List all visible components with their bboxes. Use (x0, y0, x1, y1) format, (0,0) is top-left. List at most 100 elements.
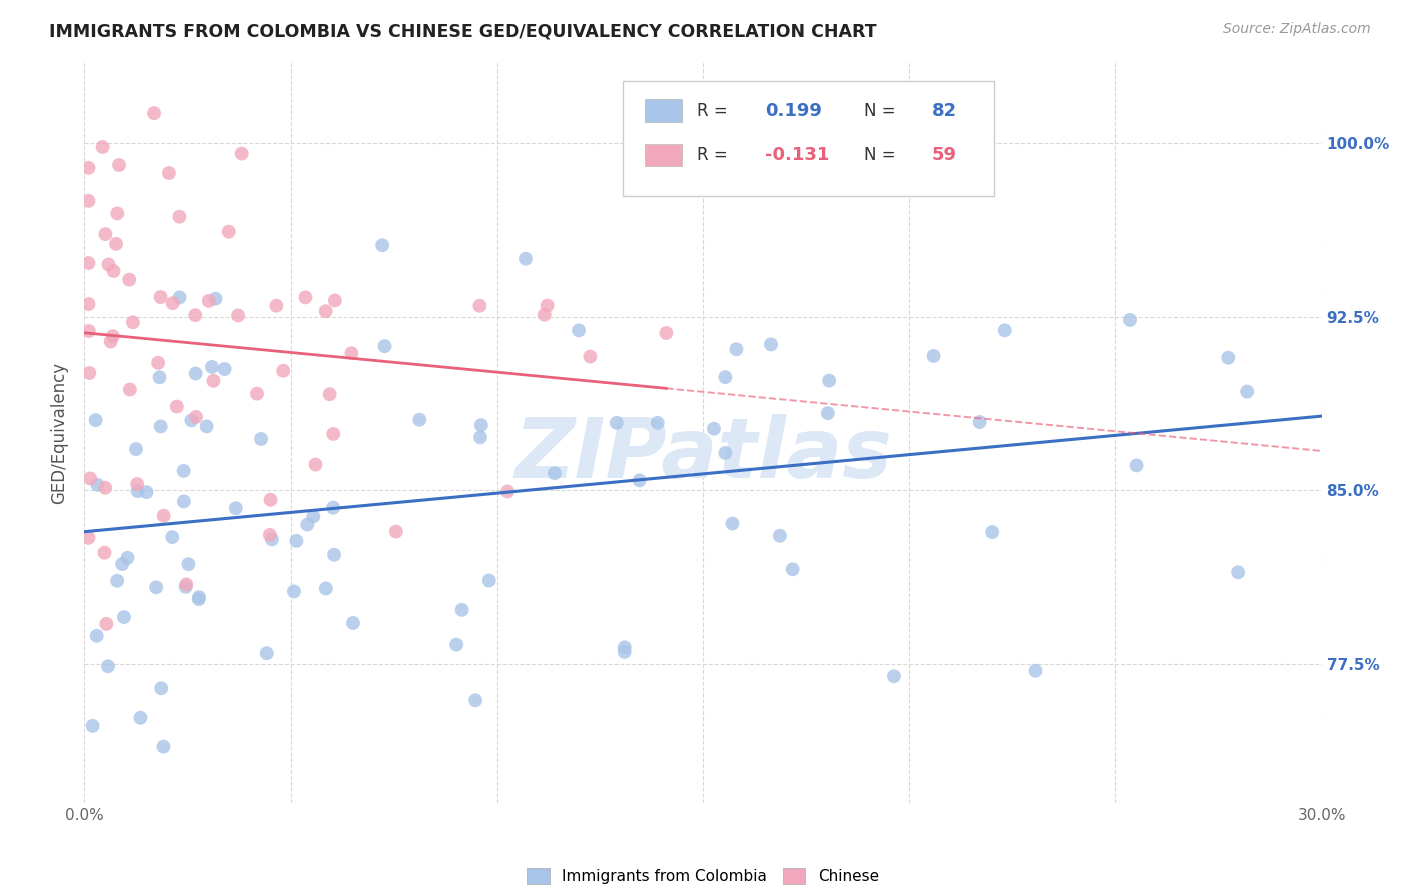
Point (628, 474, 651, 488)
Point (105, 236, 128, 251)
Point (148, 370, 170, 384)
Point (818, 374, 841, 388)
Point (250, 432, 273, 446)
Point (117, 550, 139, 565)
Point (226, 309, 249, 323)
Point (127, 484, 149, 499)
Point (225, 501, 247, 516)
Point (568, 323, 591, 337)
Point (187, 592, 209, 607)
Point (271, 364, 294, 378)
Point (101, 329, 124, 343)
Point (259, 528, 281, 542)
Point (105, 206, 128, 220)
Point (315, 304, 337, 318)
Point (759, 337, 782, 351)
Point (468, 430, 491, 444)
Point (195, 419, 218, 434)
Point (294, 290, 316, 304)
Point (385, 524, 408, 539)
Point (371, 238, 394, 252)
Point (146, 356, 169, 370)
Point (714, 446, 737, 460)
Point (579, 350, 602, 364)
Point (79, 366, 101, 380)
Point (174, 577, 197, 591)
Point (769, 529, 792, 543)
Point (496, 484, 519, 499)
Point (97, 257, 120, 271)
Point (93, 546, 115, 560)
Point (256, 646, 278, 660)
Point (342, 615, 364, 630)
Point (77, 531, 100, 545)
Point (259, 492, 281, 507)
Point (468, 299, 491, 313)
Bar (645, 99, 682, 121)
Text: IMMIGRANTS FROM COLOMBIA VS CHINESE GED/EQUIVALENCY CORRELATION CHART: IMMIGRANTS FROM COLOMBIA VS CHINESE GED/… (49, 22, 877, 40)
Point (304, 458, 326, 472)
Point (721, 516, 744, 531)
Point (266, 299, 288, 313)
Point (77, 297, 100, 311)
Point (1125, 458, 1147, 473)
Text: ZIPatlas: ZIPatlas (515, 414, 891, 495)
Point (782, 562, 804, 576)
Point (79, 471, 101, 485)
Point (184, 308, 207, 322)
Point (537, 299, 560, 313)
Point (444, 638, 467, 652)
Text: R =: R = (697, 102, 733, 120)
Point (283, 584, 305, 599)
Point (150, 681, 173, 696)
Legend: Immigrants from Colombia, Chinese: Immigrants from Colombia, Chinese (522, 863, 884, 890)
Point (169, 210, 191, 224)
Point (118, 272, 141, 286)
Point (180, 413, 202, 427)
Point (112, 610, 135, 624)
Point (105, 574, 128, 588)
Point (94, 481, 117, 495)
Point (149, 290, 172, 304)
Point (322, 426, 344, 441)
Point (129, 711, 152, 725)
FancyBboxPatch shape (623, 81, 994, 195)
Point (533, 308, 555, 322)
Point (108, 158, 131, 172)
Text: R =: R = (697, 146, 733, 164)
Bar (645, 144, 682, 166)
Point (122, 315, 145, 329)
Point (613, 645, 636, 659)
Point (118, 383, 141, 397)
Point (149, 419, 172, 434)
Point (135, 485, 157, 500)
Point (201, 359, 224, 374)
Point (86, 477, 108, 491)
Point (1119, 313, 1142, 327)
Point (231, 146, 253, 161)
Point (340, 346, 363, 360)
Point (994, 323, 1017, 337)
Point (246, 386, 269, 401)
Point (922, 349, 945, 363)
Point (1218, 351, 1240, 365)
Point (173, 494, 195, 508)
Point (145, 580, 167, 594)
Point (125, 442, 148, 456)
Point (169, 290, 191, 304)
Text: N =: N = (863, 146, 901, 164)
Point (97, 659, 120, 673)
Point (544, 467, 567, 481)
Point (969, 415, 991, 429)
Point (1024, 664, 1046, 678)
Point (177, 558, 200, 572)
Point (111, 557, 134, 571)
Point (77, 194, 100, 208)
Point (202, 374, 225, 388)
Text: 82: 82 (932, 102, 957, 120)
Point (883, 669, 905, 683)
Point (184, 409, 207, 424)
Point (91, 140, 114, 154)
Point (714, 370, 737, 384)
Point (450, 603, 472, 617)
